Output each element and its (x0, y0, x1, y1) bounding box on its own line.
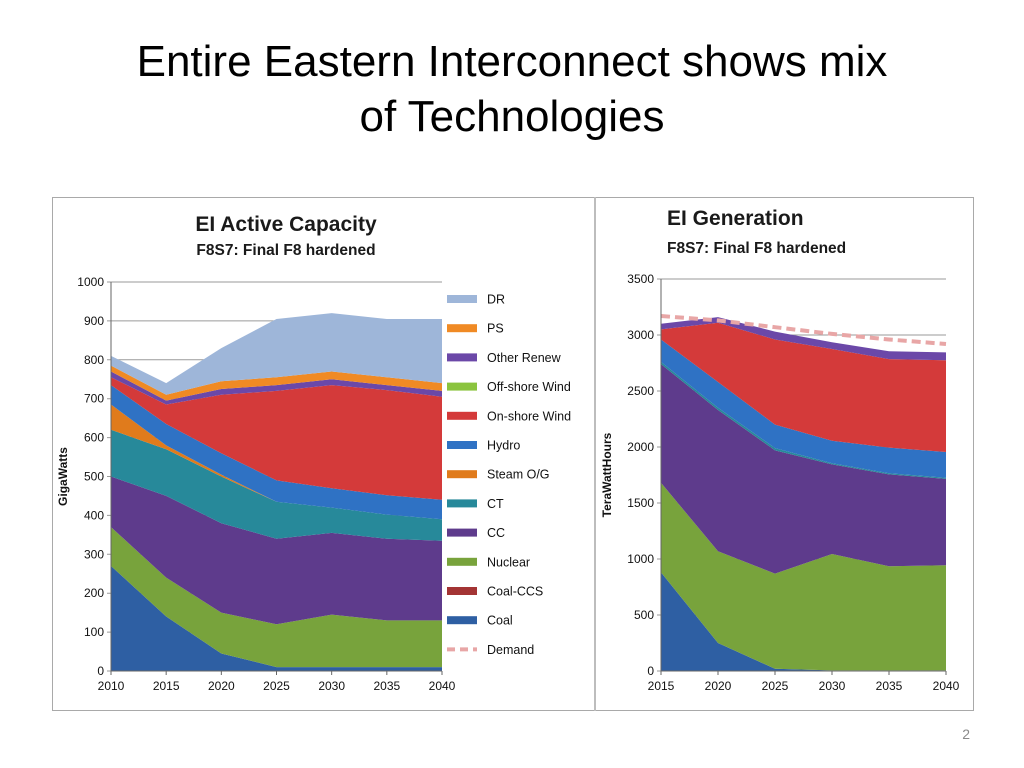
slide-title: Entire Eastern Interconnect shows mix of… (0, 34, 1024, 144)
y-tick-label: 100 (84, 625, 104, 639)
legend-swatch-coal (447, 616, 477, 625)
capacity-subtitle: F8S7: Final F8 hardened (196, 242, 375, 259)
generation-y-axis-label: TeraWattHours (600, 432, 614, 517)
generation-subtitle: F8S7: Final F8 hardened (667, 240, 846, 257)
legend-label-on-shore-wind: On-shore Wind (487, 409, 571, 423)
legend-label-off-shore-wind: Off-shore Wind (487, 380, 571, 394)
y-tick-label: 1000 (627, 552, 654, 566)
y-tick-label: 600 (84, 431, 104, 445)
generation-demand-line (660, 314, 947, 346)
x-tick-label: 2025 (263, 679, 290, 693)
capacity-title: EI Active Capacity (195, 213, 377, 236)
y-tick-label: 300 (84, 547, 104, 561)
x-tick-label: 2035 (876, 679, 903, 693)
legend-label-ps: PS (487, 322, 504, 336)
legend-label-nuclear: Nuclear (487, 555, 530, 569)
x-tick-label: 2020 (208, 679, 235, 693)
capacity-area-coal (111, 566, 442, 671)
legend-label-steam-o-g: Steam O/G (487, 468, 550, 482)
x-tick-label: 2030 (819, 679, 846, 693)
legend-label-dr: DR (487, 293, 505, 307)
y-tick-label: 400 (84, 508, 104, 522)
capacity-y-axis-label: GigaWatts (56, 447, 70, 506)
legend-swatch-steam-o-g (447, 470, 477, 479)
chart-divider (594, 197, 596, 711)
capacity-area-other-renew (111, 371, 442, 405)
generation-area-hydro (661, 339, 946, 478)
legend-swatch-ct (447, 499, 477, 508)
x-tick-label: 2015 (153, 679, 180, 693)
x-tick-label: 2040 (933, 679, 960, 693)
x-tick-label: 2025 (762, 679, 789, 693)
generation-area-on-shore-wind (661, 322, 946, 452)
slide-title-line2: of Technologies (359, 92, 665, 141)
legend-label-coal-ccs: Coal-CCS (487, 585, 543, 599)
x-tick-label: 2035 (373, 679, 400, 693)
legend-label-ct: CT (487, 497, 504, 511)
capacity-area-on-shore-wind (111, 377, 442, 500)
generation-area-nuclear (661, 482, 946, 671)
y-tick-label: 500 (84, 470, 104, 484)
legend-swatch-on-shore-wind (447, 411, 477, 420)
y-tick-label: 500 (634, 608, 654, 622)
y-tick-label: 2000 (627, 440, 654, 454)
legend-label-coal: Coal (487, 614, 513, 628)
legend-swatch-off-shore-wind (447, 382, 477, 391)
legend-label-hydro: Hydro (487, 439, 520, 453)
capacity-area-ct (111, 429, 442, 541)
x-tick-label: 2020 (705, 679, 732, 693)
legend-label-other-renew: Other Renew (487, 351, 562, 365)
capacity-area-cc (111, 476, 442, 625)
x-tick-label: 2010 (98, 679, 125, 693)
generation-area-other-renew (661, 317, 946, 361)
y-tick-label: 200 (84, 586, 104, 600)
y-tick-label: 2500 (627, 384, 654, 398)
y-tick-label: 700 (84, 392, 104, 406)
legend-swatch-ps (447, 324, 477, 333)
x-tick-label: 2040 (429, 679, 456, 693)
y-tick-label: 3000 (627, 328, 654, 342)
x-tick-label: 2030 (318, 679, 345, 693)
legend-swatch-nuclear (447, 557, 477, 566)
y-tick-label: 1500 (627, 496, 654, 510)
slide-title-line1: Entire Eastern Interconnect shows mix (136, 37, 888, 86)
y-tick-label: 1000 (77, 275, 104, 289)
y-tick-label: 3500 (627, 272, 654, 286)
page-number: 2 (962, 726, 970, 742)
legend-swatch-hydro (447, 441, 477, 449)
generation-area-cc (661, 364, 946, 574)
capacity-area-nuclear (111, 527, 442, 668)
capacity-area-hydro (111, 385, 442, 520)
y-tick-label: 900 (84, 314, 104, 328)
capacity-area-ps (111, 365, 442, 401)
y-tick-label: 0 (97, 664, 104, 678)
legend-swatch-other-renew (447, 353, 477, 362)
y-tick-label: 0 (647, 664, 654, 678)
x-tick-label: 2015 (648, 679, 675, 693)
legend-swatch-dr (447, 295, 477, 303)
legend-swatch-coal-ccs (447, 587, 477, 595)
capacity-area-dr (111, 313, 442, 395)
generation-title: EI Generation (667, 207, 804, 230)
generation-area-coal (661, 572, 946, 671)
legend-label-demand: Demand (487, 643, 534, 657)
legend-swatch-cc (447, 528, 477, 537)
y-tick-label: 800 (84, 353, 104, 367)
legend-label-cc: CC (487, 526, 505, 540)
